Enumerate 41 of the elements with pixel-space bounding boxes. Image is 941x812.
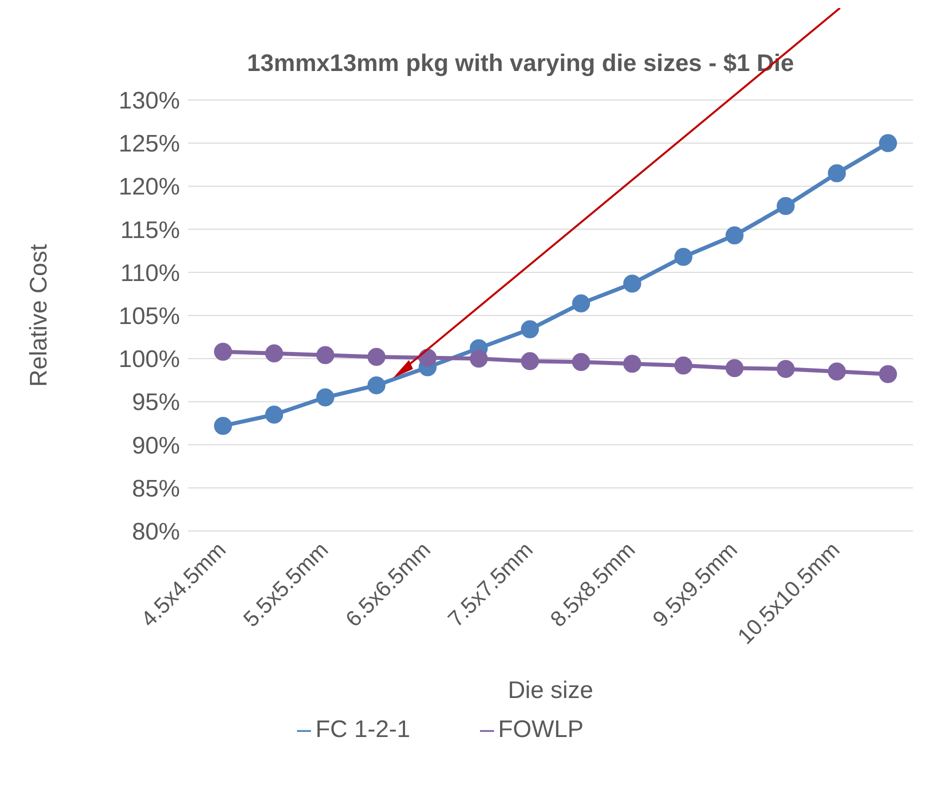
point: [726, 359, 744, 378]
point: [623, 354, 642, 373]
point: [674, 248, 692, 266]
point: [214, 342, 232, 361]
y-tick-label: 125%: [118, 130, 180, 158]
y-tick-label: 120%: [118, 174, 180, 201]
legend-label: FC 1-2-1: [315, 716, 410, 743]
point: [265, 406, 284, 424]
point: [726, 226, 744, 244]
point: [316, 346, 334, 364]
point: [265, 344, 284, 362]
point: [879, 365, 897, 384]
y-tick-label: 80%: [132, 518, 180, 546]
y-axis-title: Relative Cost: [26, 244, 53, 387]
legend-label: FOWLP: [498, 716, 584, 743]
point: [674, 356, 692, 374]
point: [418, 348, 437, 367]
point: [470, 350, 488, 368]
y-tick-label: 130%: [118, 88, 180, 115]
y-tick-label: 110%: [120, 260, 180, 287]
y-tick-label: 95%: [132, 389, 180, 416]
x-axis-title: Die size: [508, 677, 594, 704]
point: [828, 164, 846, 182]
point: [520, 320, 539, 338]
y-tick-label: 90%: [132, 432, 180, 460]
y-tick-label: 85%: [132, 475, 180, 502]
point: [776, 360, 795, 378]
y-tick-label: 105%: [118, 303, 180, 330]
point: [316, 388, 334, 406]
point: [828, 362, 846, 381]
point: [572, 353, 590, 372]
point: [520, 352, 539, 370]
point: [623, 274, 642, 293]
y-tick-label: 115%: [120, 216, 180, 244]
point: [776, 197, 795, 216]
point: [367, 348, 386, 366]
y-tick-label: 100%: [118, 346, 180, 374]
point: [879, 134, 897, 152]
point: [367, 376, 386, 394]
point: [214, 416, 232, 435]
point: [572, 294, 590, 312]
